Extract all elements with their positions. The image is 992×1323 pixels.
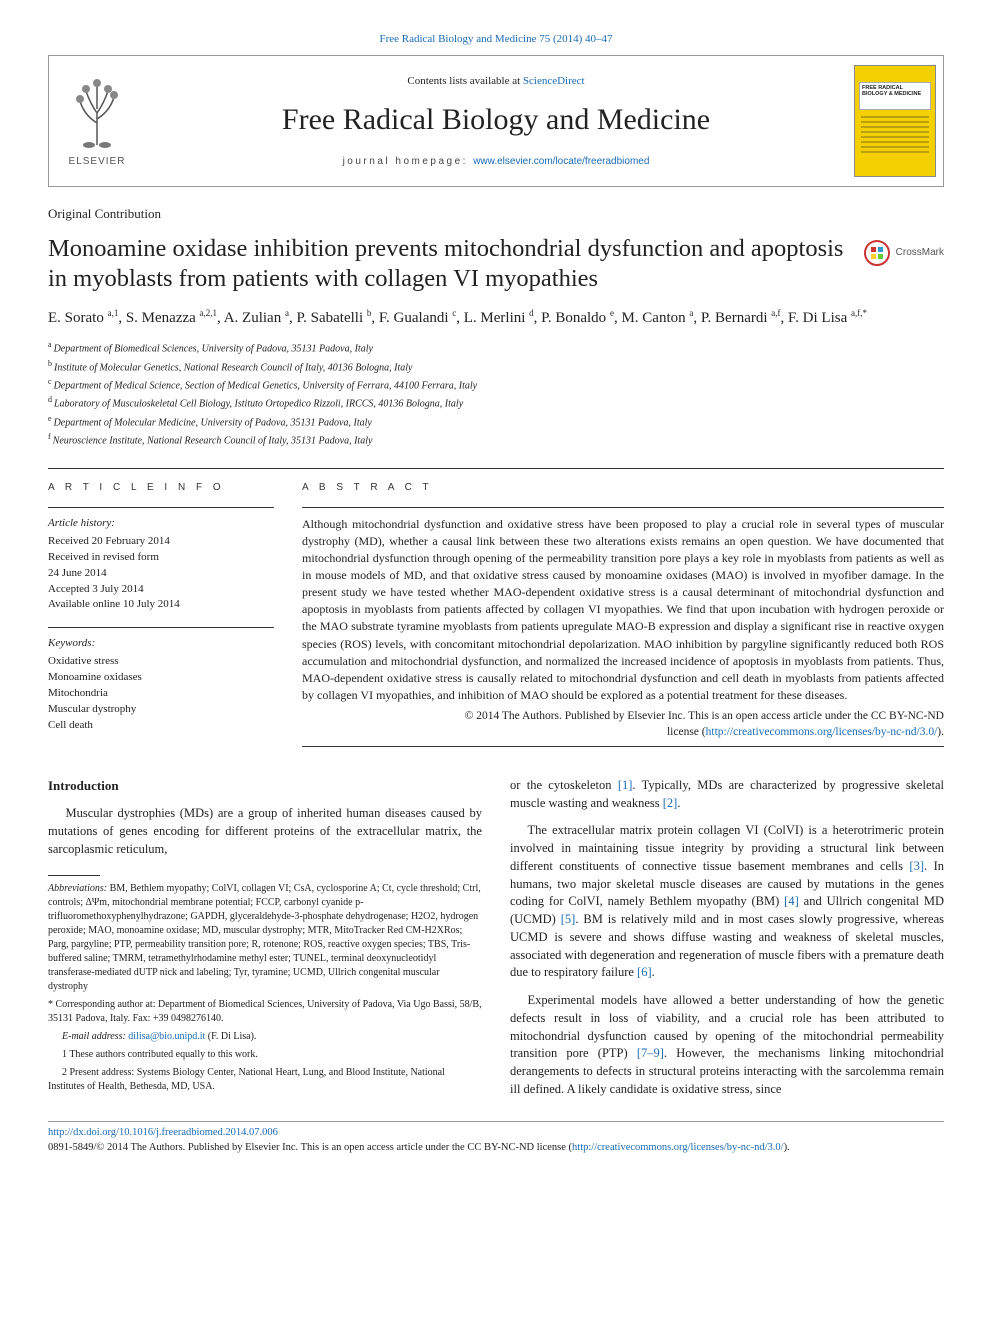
history-label: Article history: [48, 516, 274, 531]
keyword: Mitochondria [48, 686, 274, 702]
article-type: Original Contribution [48, 205, 944, 223]
abstract-copyright: © 2014 The Authors. Published by Elsevie… [302, 708, 944, 740]
abstract-column: A B S T R A C T Although mitochondrial d… [302, 481, 944, 747]
rule [48, 468, 944, 469]
publisher-name: ELSEVIER [69, 155, 126, 169]
copyright-line1: © 2014 The Authors. Published by Elsevie… [465, 710, 944, 722]
keywords-label: Keywords: [48, 636, 274, 651]
affiliation: aDepartment of Biomedical Sciences, Univ… [48, 339, 944, 356]
body-columns: Introduction Muscular dystrophies (MDs) … [48, 777, 944, 1103]
homepage-link[interactable]: www.elsevier.com/locate/freeradbiomed [473, 156, 649, 167]
present-address-footnote: 2 Present address: Systems Biology Cente… [48, 1066, 482, 1094]
crossmark-badge[interactable]: CrossMark [864, 240, 944, 266]
rule [302, 507, 944, 508]
footer-rule [48, 1121, 944, 1122]
abstract-text: Although mitochondrial dysfunction and o… [302, 516, 944, 703]
journal-name: Free Radical Biology and Medicine [282, 99, 710, 141]
email-label: E-mail address: [62, 1031, 128, 1042]
email-suffix: (F. Di Lisa). [205, 1031, 256, 1042]
copyright-suffix: ). [937, 726, 944, 738]
crossmark-icon [864, 240, 890, 266]
keyword: Muscular dystrophy [48, 702, 274, 718]
cover-box: FREE RADICAL BIOLOGY & MEDICINE [854, 65, 936, 177]
footnote-rule [48, 875, 100, 876]
license-link[interactable]: http://creativecommons.org/licenses/by-n… [706, 726, 938, 738]
p3-d: . BM is relatively mild and in most case… [510, 912, 944, 979]
journal-citation-link[interactable]: Free Radical Biology and Medicine 75 (20… [379, 33, 612, 45]
email-footnote: E-mail address: dilisa@bio.unipd.it (F. … [48, 1030, 482, 1044]
cover-title: FREE RADICAL BIOLOGY & MEDICINE [859, 82, 931, 110]
article-info-head: A R T I C L E I N F O [48, 481, 274, 495]
article-title: Monoamine oxidase inhibition prevents mi… [48, 234, 846, 295]
history-line: Available online 10 July 2014 [48, 597, 274, 613]
history-line: Received 20 February 2014 [48, 534, 274, 550]
intro-p1: Muscular dystrophies (MDs) are a group o… [48, 805, 482, 858]
intro-p3: The extracellular matrix protein collage… [510, 822, 944, 982]
abbrev-label: Abbreviations: [48, 883, 107, 894]
ref-7-9[interactable]: [7–9] [637, 1046, 664, 1060]
contents-line: Contents lists available at ScienceDirec… [407, 74, 584, 89]
footer-license-link[interactable]: http://creativecommons.org/licenses/by-n… [572, 1142, 784, 1153]
keywords: Oxidative stressMonoamine oxidasesMitoch… [48, 654, 274, 734]
abbrev-text: BM, Bethlem myopathy; ColVI, collagen VI… [48, 883, 481, 992]
doi-line: http://dx.doi.org/10.1016/j.freeradbiome… [48, 1126, 944, 1141]
ref-2[interactable]: [2] [663, 796, 678, 810]
masthead-center: Contents lists available at ScienceDirec… [145, 56, 847, 186]
article-history: Received 20 February 2014Received in rev… [48, 534, 274, 614]
keyword: Monoamine oxidases [48, 670, 274, 686]
license-suffix: ). [784, 1142, 790, 1153]
masthead: ELSEVIER Contents lists available at Sci… [48, 55, 944, 187]
intro-p2: or the cytoskeleton [1]. Typically, MDs … [510, 777, 944, 813]
publisher-logo[interactable]: ELSEVIER [49, 56, 145, 186]
rule [302, 746, 944, 747]
affiliations: aDepartment of Biomedical Sciences, Univ… [48, 339, 944, 448]
ref-6[interactable]: [6] [637, 965, 652, 979]
affiliation: dLaboratory of Musculoskeletal Cell Biol… [48, 394, 944, 411]
license-prefix: 0891-5849/© 2014 The Authors. Published … [48, 1142, 572, 1153]
rule [48, 627, 274, 628]
p3-a: The extracellular matrix protein collage… [510, 823, 944, 873]
email-link[interactable]: dilisa@bio.unipd.it [128, 1031, 205, 1042]
introduction-head: Introduction [48, 777, 482, 795]
affiliation: bInstitute of Molecular Genetics, Nation… [48, 358, 944, 375]
ref-3[interactable]: [3] [909, 859, 924, 873]
ref-5[interactable]: [5] [561, 912, 576, 926]
ref-4[interactable]: [4] [784, 894, 799, 908]
abbreviations-footnote: Abbreviations: BM, Bethlem myopathy; Col… [48, 882, 482, 994]
footer-license: 0891-5849/© 2014 The Authors. Published … [48, 1141, 944, 1156]
sciencedirect-link[interactable]: ScienceDirect [523, 75, 585, 87]
cover-body [861, 116, 929, 170]
rule [48, 507, 274, 508]
elsevier-tree-icon [62, 73, 132, 153]
copyright-prefix: license ( [667, 726, 706, 738]
doi-link[interactable]: http://dx.doi.org/10.1016/j.freeradbiome… [48, 1127, 278, 1138]
journal-citation: Free Radical Biology and Medicine 75 (20… [48, 32, 944, 47]
homepage-line: journal homepage: www.elsevier.com/locat… [343, 155, 650, 169]
equal-contrib-footnote: 1 These authors contributed equally to t… [48, 1048, 482, 1062]
ref-1[interactable]: [1] [618, 778, 633, 792]
abstract-head: A B S T R A C T [302, 481, 944, 495]
article-info-column: A R T I C L E I N F O Article history: R… [48, 481, 274, 747]
keyword: Oxidative stress [48, 654, 274, 670]
p2-a: or the cytoskeleton [510, 778, 618, 792]
corresponding-footnote: * Corresponding author at: Department of… [48, 998, 482, 1026]
intro-p4: Experimental models have allowed a bette… [510, 992, 944, 1099]
history-line: Received in revised form [48, 550, 274, 566]
history-line: 24 June 2014 [48, 566, 274, 582]
contents-prefix: Contents lists available at [407, 75, 522, 87]
journal-cover: FREE RADICAL BIOLOGY & MEDICINE [847, 56, 943, 186]
homepage-prefix: journal homepage: [343, 156, 474, 167]
p2-c: . [677, 796, 680, 810]
affiliation: fNeuroscience Institute, National Resear… [48, 431, 944, 448]
keyword: Cell death [48, 718, 274, 734]
affiliation: eDepartment of Molecular Medicine, Unive… [48, 413, 944, 430]
affiliation: cDepartment of Medical Science, Section … [48, 376, 944, 393]
crossmark-label: CrossMark [896, 246, 944, 260]
p3-e: . [652, 965, 655, 979]
history-line: Accepted 3 July 2014 [48, 582, 274, 598]
authors: E. Sorato a,1, S. Menazza a,2,1, A. Zuli… [48, 307, 944, 330]
